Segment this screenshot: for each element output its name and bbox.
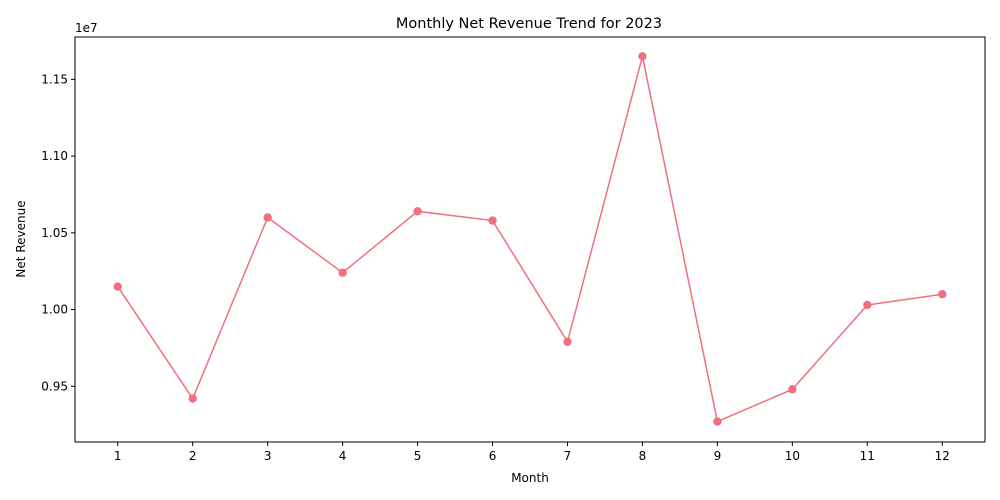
- x-tick-label: 9: [714, 449, 722, 463]
- x-tick-label: 10: [785, 449, 800, 463]
- x-tick-label: 2: [189, 449, 197, 463]
- x-axis-ticks: 1 2 3 4 5 6 7 8 9 10 11 12: [114, 442, 950, 463]
- x-tick-label: 3: [264, 449, 272, 463]
- x-tick-label: 1: [114, 449, 122, 463]
- data-point: [638, 52, 647, 61]
- data-point: [113, 282, 122, 291]
- series-line: [117, 56, 943, 423]
- data-point: [488, 216, 497, 225]
- series-layer: [113, 52, 947, 426]
- data-point: [188, 394, 197, 403]
- x-tick-label: 5: [414, 449, 422, 463]
- x-tick-label: 7: [564, 449, 572, 463]
- plot-area-frame: [74, 36, 986, 443]
- y-axis-offset-label: 1e7: [75, 21, 98, 35]
- y-tick-label: 1.00: [41, 303, 68, 317]
- data-point: [788, 385, 797, 394]
- x-tick-label: 6: [489, 449, 497, 463]
- y-tick-label: 1.15: [41, 72, 68, 86]
- x-tick-label: 4: [339, 449, 347, 463]
- data-point: [713, 417, 722, 426]
- data-point: [938, 290, 947, 299]
- y-axis-ticks: 0.95 1.00 1.05 1.10 1.15: [41, 72, 75, 393]
- x-axis-label: Month: [511, 471, 549, 485]
- chart-title: Monthly Net Revenue Trend for 2023: [396, 16, 662, 32]
- data-point: [563, 337, 572, 346]
- data-point: [263, 213, 272, 222]
- data-point: [863, 300, 872, 310]
- y-tick-label: 1.10: [41, 149, 68, 163]
- x-tick-label: 12: [935, 449, 950, 463]
- x-tick-label: 8: [639, 449, 647, 463]
- data-point: [413, 207, 422, 216]
- y-axis-label: Net Revenue: [14, 200, 28, 277]
- data-point: [338, 268, 347, 277]
- y-tick-label: 0.95: [41, 379, 68, 393]
- x-tick-label: 11: [860, 449, 875, 463]
- y-tick-label: 1.05: [41, 226, 68, 240]
